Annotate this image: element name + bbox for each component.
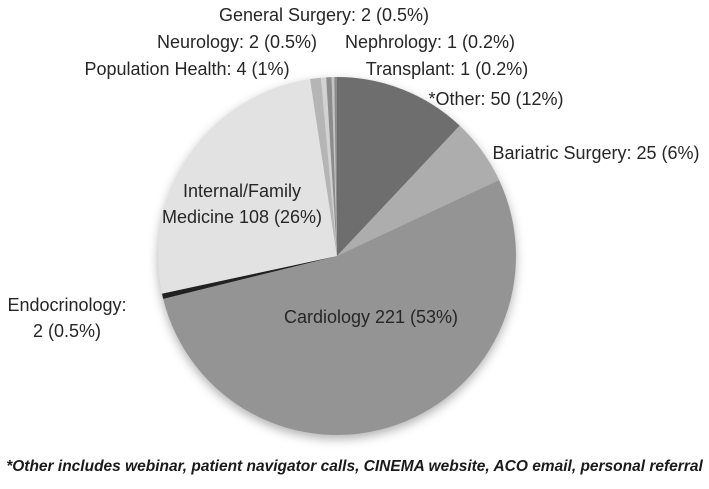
pie-slice-neurology [320, 77, 337, 256]
label-population-health: Population Health: 4 (1%) [84, 59, 290, 79]
label-nephrology: Nephrology: 1 (0.2%) [344, 32, 516, 52]
pie-slice-cardiology [163, 180, 516, 436]
label-general-surgery: General Surgery: 2 (0.5%) [218, 5, 430, 25]
label-other: *Other: 50 (12%) [428, 89, 564, 109]
label-internal-family-medicine: Internal/Family Medicine 108 (26%) [161, 181, 323, 227]
label-cardiology: Cardiology 221 (53%) [283, 307, 459, 327]
pie-slice-transplant [334, 76, 337, 256]
label-transplant: Transplant: 1 (0.2%) [365, 59, 529, 79]
chart-footnote: *Other includes webinar, patient navigat… [6, 458, 703, 475]
pie-slice-endocrinology [161, 256, 337, 299]
pie-slice-bariatric-surgery [337, 125, 500, 256]
label-bariatric-surgery: Bariatric Surgery: 25 (6%) [492, 143, 700, 163]
pie-slice-population-health [310, 77, 337, 256]
pie-slice-general-surgery [326, 77, 337, 256]
label-neurology: Neurology: 2 (0.5%) [156, 32, 318, 52]
label-endocrinology: Endocrinology: 2 (0.5%) [7, 295, 127, 341]
pie-slice-nephrology [331, 77, 337, 257]
pie-slice-other [337, 77, 460, 256]
pie-slice-internal-family-medicine [158, 79, 337, 294]
